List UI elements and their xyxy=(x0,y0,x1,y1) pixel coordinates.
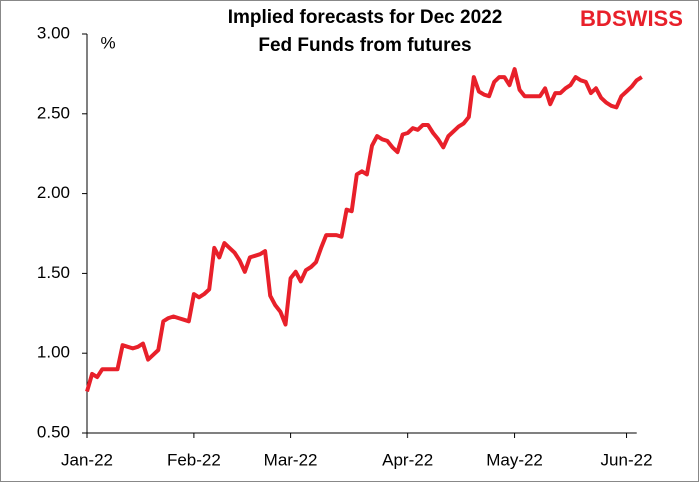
logo-right: SWISS xyxy=(612,6,683,31)
x-tick-label: Jan-22 xyxy=(61,450,113,469)
y-tick-label: 2.50 xyxy=(37,103,70,122)
x-tick-label: Apr-22 xyxy=(382,450,433,469)
y-tick-label: 1.50 xyxy=(37,263,70,282)
logo-left: BD xyxy=(580,6,612,31)
y-tick-label: 1.00 xyxy=(37,343,70,362)
data-line xyxy=(85,67,643,393)
chart-title: Fed Funds from futures xyxy=(258,35,471,56)
x-tick-label: May-22 xyxy=(486,450,543,469)
y-tick-label: 3.00 xyxy=(37,23,70,42)
x-tick-label: Mar-22 xyxy=(264,450,318,469)
x-tick-label: Jun-22 xyxy=(601,450,653,469)
y-unit: % xyxy=(100,33,115,52)
chart-title: Implied forecasts for Dec 2022 xyxy=(228,7,503,28)
y-tick-label: 0.50 xyxy=(37,422,70,441)
y-tick-label: 2.00 xyxy=(37,183,70,202)
x-tick-label: Feb-22 xyxy=(167,450,221,469)
